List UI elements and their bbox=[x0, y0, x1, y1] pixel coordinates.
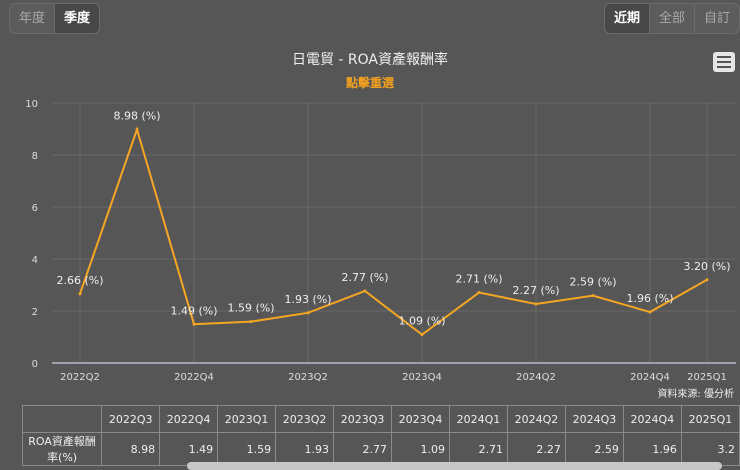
table-cell: 1.49 bbox=[159, 432, 219, 466]
x-tick-label: 2022Q2 bbox=[60, 372, 100, 383]
data-point bbox=[192, 322, 196, 326]
data-label: 2.66 (%) bbox=[56, 274, 103, 287]
chart-title: 日電貿 - ROA資產報酬率 bbox=[291, 52, 449, 68]
period-annual-button[interactable]: 年度 bbox=[10, 4, 56, 33]
hamburger-menu-icon[interactable] bbox=[713, 52, 735, 72]
table-header-row: 2022Q3 2022Q4 2023Q1 2023Q2 2023Q3 2023Q4 2024… bbox=[21, 405, 740, 433]
table-header-cell: 2025Q1 bbox=[680, 405, 740, 433]
y-tick-label: 0 bbox=[32, 359, 38, 370]
data-source: 資料來源: 優分析 bbox=[657, 389, 734, 400]
data-point bbox=[78, 292, 82, 296]
data-label: 1.59 (%) bbox=[227, 302, 274, 315]
y-tick-label: 8 bbox=[32, 151, 38, 162]
x-tick-label: 2024Q4 bbox=[630, 372, 670, 383]
roa-line-chart: 0 2 4 6 8 10 2022Q2 2022Q4 2023Q2 2023Q4 2024Q2 202… bbox=[25, 99, 736, 383]
x-tick-label: 2024Q2 bbox=[516, 372, 556, 383]
table-cell: 1.59 bbox=[217, 432, 277, 466]
horizontal-scrollbar[interactable] bbox=[187, 462, 722, 470]
table-cell: 2.77 bbox=[333, 432, 393, 466]
data-point bbox=[648, 310, 652, 314]
data-point bbox=[249, 320, 253, 324]
data-point bbox=[705, 278, 709, 282]
table-cell: 2.59 bbox=[564, 432, 624, 466]
table-row: ROA資產報酬率(%) 8.98 1.49 1.59 1.93 2.77 1.09 2.71 2… bbox=[21, 432, 740, 466]
range-recent-button[interactable]: 近期 bbox=[604, 4, 650, 33]
period-toggle: 年度 季度 bbox=[9, 3, 101, 34]
table-cell: 1.09 bbox=[391, 432, 450, 466]
reselect-link[interactable]: 點擊重選 bbox=[345, 76, 394, 90]
range-all-button[interactable]: 全部 bbox=[650, 4, 695, 33]
x-tick-label: 2023Q4 bbox=[402, 372, 442, 383]
table-header-cell: 2024Q1 bbox=[448, 405, 508, 433]
table-cell: 2.27 bbox=[506, 432, 566, 466]
table-cell: 8.98 bbox=[101, 432, 161, 466]
data-label: 1.09 (%) bbox=[398, 315, 445, 328]
range-toggle: 近期 全部 自訂 bbox=[603, 3, 740, 34]
table-header-cell: 2023Q2 bbox=[275, 405, 335, 433]
data-label: 2.59 (%) bbox=[569, 276, 616, 289]
table-header-cell: 2024Q3 bbox=[564, 405, 624, 433]
data-point bbox=[591, 294, 595, 298]
table-cell: 1.96 bbox=[622, 432, 682, 466]
table-header-cell: 2023Q1 bbox=[217, 405, 277, 433]
x-tick-label: 2025Q1 bbox=[687, 372, 727, 383]
data-point bbox=[420, 333, 424, 337]
data-point bbox=[477, 291, 481, 295]
data-label: 2.27 (%) bbox=[512, 284, 559, 297]
range-custom-button[interactable]: 自訂 bbox=[703, 11, 730, 26]
roa-series-line bbox=[79, 126, 708, 336]
table-header-cell: 2022Q4 bbox=[159, 405, 219, 433]
y-tick-label: 4 bbox=[32, 255, 38, 266]
data-point bbox=[135, 128, 139, 132]
table-header-cell: 2022Q3 bbox=[101, 405, 161, 433]
table-cell: 2.71 bbox=[448, 432, 508, 466]
data-label: 2.71 (%) bbox=[455, 273, 502, 286]
table-header-cell: 2024Q2 bbox=[506, 405, 566, 433]
y-tick-label: 6 bbox=[32, 203, 38, 214]
x-tick-label: 2022Q4 bbox=[174, 372, 214, 383]
data-table: 2022Q3 2022Q4 2023Q1 2023Q2 2023Q3 2023Q4 2024… bbox=[21, 405, 740, 466]
period-quarterly-button[interactable]: 季度 bbox=[55, 4, 100, 33]
table-row-label: ROA資產報酬率(%) bbox=[21, 432, 103, 466]
data-point bbox=[534, 302, 538, 306]
x-tick-label: 2023Q2 bbox=[288, 372, 328, 383]
data-point bbox=[306, 311, 310, 315]
y-tick-label: 10 bbox=[25, 99, 38, 110]
table-header-cell: 2024Q4 bbox=[622, 405, 682, 433]
data-label: 1.93 (%) bbox=[284, 293, 331, 306]
table-cell: 1.93 bbox=[275, 432, 335, 466]
data-label: 3.20 (%) bbox=[683, 260, 730, 273]
table-header-cell: 2023Q3 bbox=[333, 405, 393, 433]
data-label: 1.49 (%) bbox=[170, 304, 217, 317]
table-cell: 3.2 bbox=[680, 432, 740, 466]
data-point bbox=[363, 289, 367, 293]
table-header-cell bbox=[21, 405, 103, 433]
data-label: 8.98 (%) bbox=[113, 110, 160, 123]
y-tick-label: 2 bbox=[32, 307, 38, 318]
data-label: 2.77 (%) bbox=[341, 271, 388, 284]
table-header-cell: 2023Q4 bbox=[391, 405, 450, 433]
data-label: 1.96 (%) bbox=[626, 292, 673, 305]
